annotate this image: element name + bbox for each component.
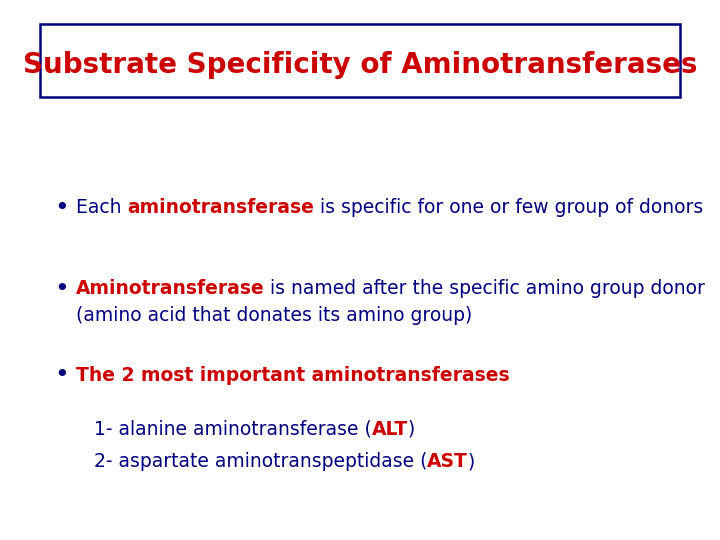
Text: ): )	[468, 452, 475, 471]
Text: aminotransferase: aminotransferase	[127, 198, 314, 218]
Text: •: •	[54, 196, 68, 220]
Text: Aminotransferase: Aminotransferase	[76, 279, 264, 299]
Text: (amino acid that donates its amino group): (amino acid that donates its amino group…	[76, 306, 472, 326]
Text: Substrate Specificity of Aminotransferases: Substrate Specificity of Aminotransferas…	[23, 51, 697, 79]
Text: AST: AST	[427, 452, 468, 471]
Text: 2- aspartate aminotranspeptidase (: 2- aspartate aminotranspeptidase (	[94, 452, 427, 471]
Text: The 2 most important aminotransferases: The 2 most important aminotransferases	[76, 366, 509, 385]
Text: is named after the specific amino group donor: is named after the specific amino group …	[264, 279, 705, 299]
Text: is specific for one or few group of donors: is specific for one or few group of dono…	[314, 198, 703, 218]
Text: ALT: ALT	[372, 420, 408, 439]
Text: Each: Each	[76, 198, 127, 218]
Text: •: •	[54, 363, 68, 387]
Text: ): )	[408, 420, 415, 439]
Text: 1- alanine aminotransferase (: 1- alanine aminotransferase (	[94, 420, 372, 439]
Text: •: •	[54, 277, 68, 301]
